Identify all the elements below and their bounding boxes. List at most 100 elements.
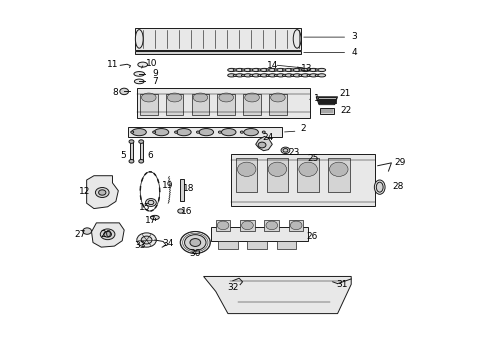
Text: 2: 2 [301,124,306,133]
Ellipse shape [301,68,309,72]
Text: 20: 20 [100,230,112,239]
Text: 23: 23 [288,148,299,157]
Ellipse shape [193,93,208,102]
Ellipse shape [238,162,256,176]
Bar [218,241,238,249]
Text: 25: 25 [307,154,318,163]
Text: 29: 29 [394,158,406,167]
Ellipse shape [307,74,312,76]
Text: 26: 26 [307,232,318,241]
Text: 5: 5 [121,151,126,160]
Ellipse shape [269,74,276,77]
Ellipse shape [167,93,182,102]
Text: 10: 10 [146,59,157,68]
Ellipse shape [148,201,154,204]
Ellipse shape [242,74,246,76]
Ellipse shape [310,74,318,77]
Ellipse shape [199,129,214,136]
Ellipse shape [249,74,254,76]
Ellipse shape [228,74,236,77]
Ellipse shape [244,129,258,136]
Ellipse shape [135,30,143,48]
Polygon shape [316,97,338,105]
Ellipse shape [330,162,348,176]
Ellipse shape [261,74,269,77]
Ellipse shape [139,159,144,163]
Bar [318,100,336,101]
Ellipse shape [137,233,156,247]
Ellipse shape [142,93,156,102]
Text: 33: 33 [134,240,146,249]
Bar [289,220,303,231]
Ellipse shape [180,231,210,253]
Ellipse shape [261,68,269,72]
Text: 6: 6 [147,151,153,160]
Bar [267,158,288,192]
Ellipse shape [139,140,144,143]
Text: 11: 11 [107,60,118,69]
Ellipse shape [120,88,128,95]
Ellipse shape [241,131,244,133]
Text: 3: 3 [352,32,358,41]
Ellipse shape [318,68,326,72]
Ellipse shape [236,74,244,77]
Ellipse shape [178,209,184,213]
Ellipse shape [290,221,302,230]
Bar [135,51,301,54]
Ellipse shape [318,74,326,77]
Text: 19: 19 [162,180,174,189]
Bar [240,220,255,231]
Bar [277,241,296,249]
Bar [265,220,279,231]
Bar [216,220,230,231]
Ellipse shape [131,131,134,133]
Ellipse shape [132,129,147,136]
Ellipse shape [285,68,293,72]
Ellipse shape [146,199,156,206]
Ellipse shape [129,159,134,163]
Ellipse shape [291,69,295,71]
Ellipse shape [277,74,285,77]
Bar [269,94,287,115]
Ellipse shape [176,129,191,136]
Ellipse shape [299,69,304,71]
Ellipse shape [150,215,159,220]
Bar [180,179,184,201]
Ellipse shape [221,129,236,136]
Text: 13: 13 [301,64,313,73]
Ellipse shape [285,74,293,77]
Ellipse shape [282,69,287,71]
Ellipse shape [134,79,144,84]
Ellipse shape [252,68,260,72]
Ellipse shape [104,231,112,237]
Ellipse shape [274,69,279,71]
Bar [140,141,143,161]
Ellipse shape [219,131,221,133]
Bar [218,94,235,115]
Polygon shape [256,136,272,151]
Ellipse shape [270,93,285,102]
Ellipse shape [233,74,238,76]
Text: 28: 28 [392,182,404,191]
Bar [247,241,267,249]
Bar [192,94,209,115]
Ellipse shape [233,69,238,71]
Ellipse shape [293,30,301,48]
Ellipse shape [274,74,279,76]
Polygon shape [87,176,118,208]
Ellipse shape [252,74,260,77]
Ellipse shape [266,74,271,76]
Ellipse shape [98,190,106,195]
Ellipse shape [268,162,287,176]
Ellipse shape [258,142,266,148]
Ellipse shape [281,147,290,154]
Ellipse shape [258,69,263,71]
Text: 24: 24 [263,133,274,142]
Ellipse shape [196,131,199,133]
Bar [128,127,282,137]
Ellipse shape [315,69,320,71]
Bar [328,158,349,192]
Ellipse shape [217,221,229,230]
Bar [318,98,336,99]
Text: 22: 22 [341,106,352,115]
